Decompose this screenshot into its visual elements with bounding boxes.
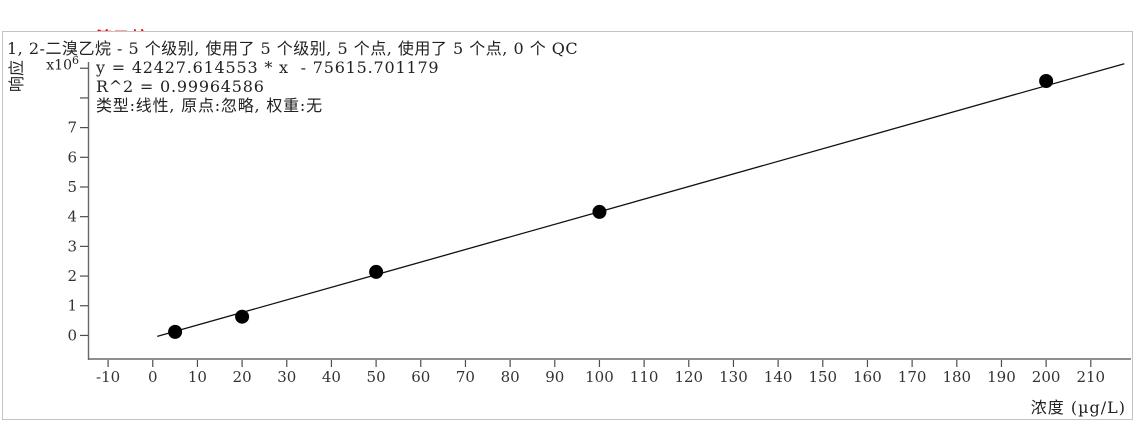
x-tick-label: 120 — [674, 368, 703, 386]
x-tick-label: 140 — [764, 368, 793, 386]
data-point[interactable] — [168, 324, 183, 339]
y-tick-label: 7 — [67, 119, 77, 137]
y-axis-multiplier-base: x10 — [46, 57, 72, 74]
x-tick-label: 130 — [719, 368, 748, 386]
regression-line — [157, 63, 1125, 338]
x-tick-label: -10 — [96, 368, 120, 386]
x-tick-label: 0 — [148, 368, 158, 386]
x-tick-label: 60 — [411, 368, 430, 386]
x-tick-label: 150 — [808, 368, 837, 386]
x-tick-label: 40 — [322, 368, 341, 386]
data-point[interactable] — [592, 204, 607, 219]
y-axis-multiplier-exponent: 6 — [72, 54, 79, 67]
x-tick-label: 170 — [898, 368, 927, 386]
x-tick-label: 90 — [545, 368, 564, 386]
y-tick-label: 2 — [67, 267, 77, 285]
x-tick-label: 30 — [277, 368, 296, 386]
y-tick-label: 0 — [67, 326, 77, 344]
x-tick-label: 210 — [1076, 368, 1105, 386]
fit-parameters: 类型:线性, 原点:忽略, 权重:无 — [96, 96, 323, 115]
curve-subtitle: 1, 2-二溴乙烷 - 5 个级别, 使用了 5 个级别, 5 个点, 使用了 … — [7, 39, 579, 58]
data-point[interactable] — [369, 264, 384, 279]
chart-panel: 1, 2-二溴乙烷 - 5 个级别, 使用了 5 个级别, 5 个点, 使用了 … — [2, 31, 1133, 420]
x-tick-label: 10 — [188, 368, 207, 386]
x-tick-label: 190 — [987, 368, 1016, 386]
y-tick-label: 3 — [67, 237, 77, 255]
x-tick-label: 70 — [456, 368, 475, 386]
x-tick-label: 160 — [853, 368, 882, 386]
y-axis-multiplier: x106 — [27, 54, 79, 74]
y-tick-label: 5 — [67, 178, 77, 196]
x-tick-label: 110 — [630, 368, 659, 386]
x-tick-label: 50 — [367, 368, 386, 386]
x-tick-label: 80 — [501, 368, 520, 386]
y-tick-label: 4 — [67, 208, 77, 226]
x-tick-label: 200 — [1032, 368, 1061, 386]
data-point[interactable] — [1039, 74, 1054, 89]
x-axis-title: 浓度 (µg/L) — [1030, 398, 1126, 417]
x-tick-label: 20 — [233, 368, 252, 386]
x-tick-label: 100 — [585, 368, 614, 386]
y-tick-label: 1 — [67, 297, 77, 315]
x-tick-label: 180 — [942, 368, 971, 386]
fit-equation: y = 42427.614553 * x - 75615.701179 — [96, 58, 440, 77]
fit-annotation: y = 42427.614553 * x - 75615.701179 R^2 … — [96, 58, 439, 115]
y-tick-label: 6 — [67, 148, 77, 166]
fit-r-squared: R^2 = 0.99964586 — [96, 77, 265, 96]
data-point[interactable] — [235, 309, 250, 324]
